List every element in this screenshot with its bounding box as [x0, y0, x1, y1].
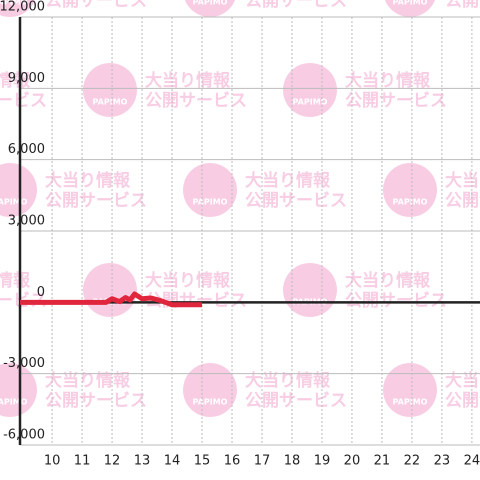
y-tick-label: 0: [37, 285, 45, 300]
watermark-subtitle: 公開サービス: [45, 391, 147, 411]
watermark-logo-text: PAPIMO: [93, 98, 128, 107]
watermark-subtitle: 公開サービス: [145, 91, 247, 111]
watermark-logo-text: PAPIMO: [0, 398, 28, 407]
marks: [20, 291, 203, 308]
x-tick-label: 12: [104, 454, 121, 469]
watermark-layer: PAPIMO大当り情報公開サービスPAPIMO大当り情報公開サービスPAPIMO…: [0, 0, 480, 417]
watermark-logo-text: PAPIMO: [293, 98, 328, 107]
series-line: [20, 291, 203, 308]
x-tick-label: 23: [434, 454, 451, 469]
watermark-subtitle: 公開サービス: [45, 191, 147, 211]
x-tick-label: 11: [74, 454, 91, 469]
watermark-title: 大当り情報: [345, 70, 431, 91]
watermark-title: 大当り情報: [245, 370, 331, 391]
watermark-subtitle: 公開サービス: [245, 191, 347, 211]
x-tick-label: 16: [224, 454, 241, 469]
watermark-logo-text: PAPIMO: [393, 398, 428, 407]
x-tick-label: 14: [164, 454, 181, 469]
watermark-logo-text: PAPIMO: [193, 398, 228, 407]
watermark-title: 大当り情報: [0, 70, 31, 91]
watermark-title: 大当り情報: [345, 270, 431, 291]
watermark-logo: [283, 263, 337, 317]
watermark-logo: [383, 363, 437, 417]
watermark-subtitle: 公開サービス: [45, 0, 147, 11]
watermark-title: 大当り情報: [45, 370, 131, 391]
x-tick-label: 19: [314, 454, 331, 469]
watermark-logo: [0, 163, 37, 217]
watermark-title: 大当り情報: [0, 270, 31, 291]
watermark-title: 大当り情報: [45, 170, 131, 191]
watermark-logo: [183, 363, 237, 417]
x-tick-label: 17: [254, 454, 271, 469]
watermark-logo-text: PAPIMO: [393, 198, 428, 207]
watermark-subtitle: 公開サービス: [345, 291, 447, 311]
watermark-logo-text: PAPIMO: [193, 198, 228, 207]
y-tick-label: 12,000: [0, 0, 45, 15]
watermark-logo: [184, 0, 236, 17]
watermark-subtitle: 公開サービス: [345, 91, 447, 111]
y-tick-label: 3,000: [8, 214, 45, 229]
x-tick-label: 21: [374, 454, 391, 469]
watermark-title: 大当り情報: [445, 370, 480, 391]
watermark-subtitle: 公開サービス: [245, 0, 347, 11]
x-tick-label: 13: [134, 454, 151, 469]
x-tick-label: 24: [464, 454, 480, 469]
x-tick-label: 22: [404, 454, 421, 469]
watermark-logo: [384, 0, 436, 17]
x-tick-label: 10: [44, 454, 61, 469]
watermark-title: 大当り情報: [145, 70, 231, 91]
watermark-logo-text: PAPIMO: [0, 198, 28, 207]
x-tick-label: 15: [194, 454, 211, 469]
watermark-title: 大当り情報: [245, 170, 331, 191]
watermark-logo: [283, 63, 337, 117]
y-tick-label: -3,000: [3, 356, 45, 371]
watermark-logo-text: PAPIMO: [0, 0, 28, 7]
watermark-logo: [383, 163, 437, 217]
watermark-subtitle: 公開サービス: [0, 91, 47, 111]
watermark-logo: [83, 63, 137, 117]
watermark-logo: [0, 0, 36, 17]
watermark-subtitle: 公開サービス: [245, 391, 347, 411]
watermark-subtitle: 公開サービス: [445, 391, 480, 411]
grid: 10 11 12 13 14 15 16 17 18 19 20 21 22 23 24 -6,000 -3,0…: [0, 0, 480, 469]
x-tick-label: 18: [284, 454, 301, 469]
watermark-title: 大当り情報: [445, 170, 480, 191]
watermark-subtitle: 公開サービス: [445, 191, 480, 211]
watermark-subtitle: 公開サービス: [445, 0, 480, 11]
y-tick-label: 6,000: [8, 142, 45, 157]
watermark-title: 大当り情報: [145, 270, 231, 291]
watermark-logo-text: PAPIMO: [193, 0, 228, 7]
y-tick-label: 9,000: [8, 71, 45, 86]
y-tick-label: -6,000: [3, 428, 45, 443]
watermark-logo-text: PAPIMO: [393, 0, 428, 7]
x-tick-label: 20: [344, 454, 361, 469]
watermark-logo: [83, 263, 137, 317]
watermark-logo: [0, 363, 37, 417]
watermark-logo: [183, 163, 237, 217]
